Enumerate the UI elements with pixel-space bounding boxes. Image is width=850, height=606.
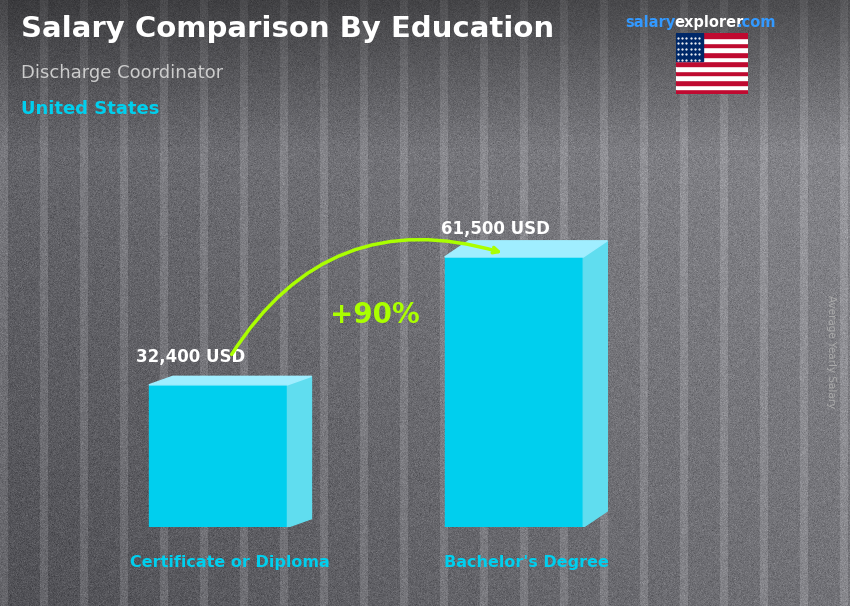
Text: 61,500 USD: 61,500 USD (441, 220, 550, 238)
Bar (676, 47, 748, 52)
Bar (676, 52, 748, 56)
Bar (676, 33, 748, 38)
Bar (676, 75, 748, 80)
Text: .com: .com (737, 15, 776, 30)
Text: Average Yearly Salary: Average Yearly Salary (826, 295, 836, 408)
Bar (676, 33, 703, 61)
Bar (676, 61, 748, 66)
Bar (676, 38, 748, 42)
Text: Bachelor's Degree: Bachelor's Degree (444, 555, 609, 570)
Text: Certificate or Diploma: Certificate or Diploma (130, 555, 330, 570)
Text: 32,400 USD: 32,400 USD (136, 347, 245, 365)
Text: +90%: +90% (331, 301, 420, 328)
Text: Discharge Coordinator: Discharge Coordinator (21, 64, 224, 82)
Bar (445, 257, 583, 527)
Bar (676, 89, 748, 94)
Polygon shape (583, 241, 607, 527)
Bar (676, 85, 748, 89)
Bar (676, 66, 748, 71)
Bar (676, 71, 748, 75)
Text: explorer: explorer (674, 15, 744, 30)
Bar (676, 80, 748, 85)
Polygon shape (445, 241, 607, 257)
Polygon shape (287, 376, 311, 527)
Text: United States: United States (21, 100, 160, 118)
Text: salary: salary (625, 15, 675, 30)
Text: Salary Comparison By Education: Salary Comparison By Education (21, 15, 554, 43)
Bar (149, 385, 287, 527)
Polygon shape (149, 376, 311, 385)
Bar (676, 56, 748, 61)
Bar (676, 42, 748, 47)
